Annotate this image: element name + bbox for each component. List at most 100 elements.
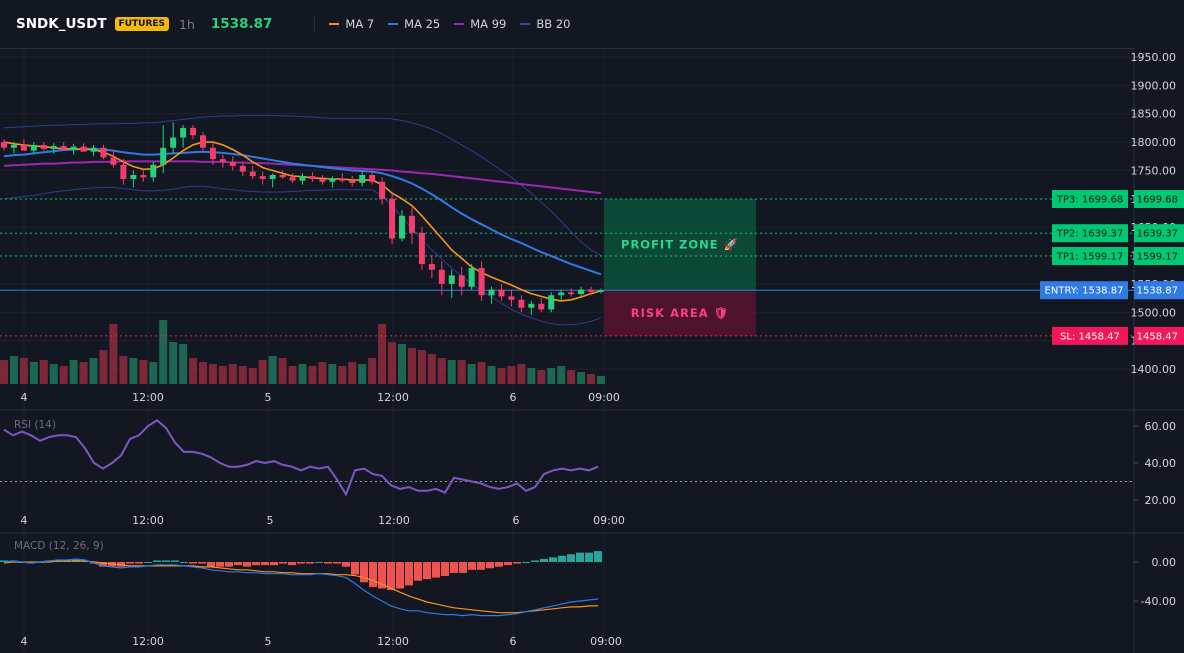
legend-bb20[interactable]: BB 20 [520,17,570,31]
risk-zone [604,290,756,336]
time-label: 4 [21,635,28,648]
time-label: 6 [510,391,517,404]
level-axis-label: 1639.37 [1137,229,1178,240]
volume-bar [49,364,58,384]
volume-bar [437,358,446,384]
macd-histogram-bar [504,562,512,566]
candle [120,159,127,185]
candle [458,266,465,296]
volume-bar [119,356,128,384]
volume-bar [537,370,546,384]
volume-bar [79,362,88,384]
macd-histogram-bar [324,562,332,564]
price-tick-label: 1950.00 [1131,51,1177,64]
price-tick-label: 1400.00 [1131,363,1177,376]
price-tick-label: 1900.00 [1131,79,1177,92]
candle [30,142,37,154]
price-tick-label: 1850.00 [1131,108,1177,121]
candle [448,269,455,299]
volume-bar [457,360,466,384]
candle-body [319,178,326,182]
candle-body [568,292,575,295]
candle-body [160,147,167,165]
time-label: 12:00 [377,635,409,648]
legend-ma99[interactable]: MA 99 [454,17,506,31]
level-axis-bg [1134,281,1184,300]
legend-ma25[interactable]: MA 25 [388,17,440,31]
candle-body [359,174,366,183]
volume-bar [238,366,247,384]
level-tag-tp2: TP2: 1639.37 1639.37 [1052,224,1184,243]
volume-bar [308,366,317,384]
candle [329,176,336,188]
volume-bar [59,366,68,384]
macd-histogram-bar [513,562,521,564]
candle [309,172,316,182]
rsi-tick-label: 20.00 [1145,494,1177,507]
level-axis-bg [1134,247,1184,266]
macd-histogram-bar [495,562,503,567]
volume-bar [159,320,168,384]
timeframe-selector[interactable]: 1h [179,16,195,32]
volume-bar [69,360,78,384]
candle-body [219,159,226,162]
chart-header: SNDK_USDT FUTURES 1h 1538.87 MA 7 MA 25 … [0,0,1184,49]
candle [538,298,545,313]
candle [289,173,296,183]
moving-averages [3,141,602,302]
macd-histogram-bar [414,562,422,581]
candle-body [309,176,316,179]
candle [488,286,495,304]
macd-histogram-bar [450,562,458,573]
macd-histogram-bar [171,560,179,562]
volume-bar [567,370,576,384]
volume-bar [507,366,516,384]
volume-bar [228,364,237,384]
candle [180,125,187,148]
macd-histogram-bar [189,562,197,564]
candle [408,207,415,245]
price-levels [0,198,1134,337]
candle [209,142,216,165]
volume-bar [467,364,476,384]
volume-bar [199,362,207,384]
candle-body [1,142,7,148]
candle [70,143,77,155]
candle-body [30,144,37,151]
volume-bar [348,362,357,384]
candle-body [518,299,525,308]
time-label: 09:00 [593,514,625,527]
candle [259,171,266,185]
candle-body [259,176,266,179]
macd-histogram-bar [126,562,134,564]
header-divider [314,16,316,32]
candle-body [598,290,604,292]
macd-histogram-bar [261,562,269,566]
candle [10,142,17,154]
volume-bar [248,368,257,384]
candle [498,283,505,301]
candle [588,286,595,296]
symbol-name[interactable]: SNDK_USDT [16,16,107,32]
time-label: 6 [510,635,517,648]
risk-zone-label: RISK AREA 🛡 [631,306,729,320]
last-price: 1538.87 [210,16,273,32]
legend-ma7[interactable]: MA 7 [329,17,374,31]
candle-body [170,137,177,148]
candle-body [418,232,425,265]
candle-body [528,303,535,308]
candle-body [548,295,555,310]
macd-histogram-bar [405,562,413,586]
ma25-swatch [388,23,399,25]
candle [229,156,236,171]
candle-body [488,289,495,296]
candle [349,176,356,187]
candle-body [269,174,276,179]
candle [478,261,485,301]
macd-tick-label: 0.00 [1152,556,1177,569]
macd-histogram-bar [243,562,251,567]
legend-ma99-label: MA 99 [470,17,507,31]
level-tag-bg [1052,247,1128,266]
macd-histogram-bar [333,562,341,564]
